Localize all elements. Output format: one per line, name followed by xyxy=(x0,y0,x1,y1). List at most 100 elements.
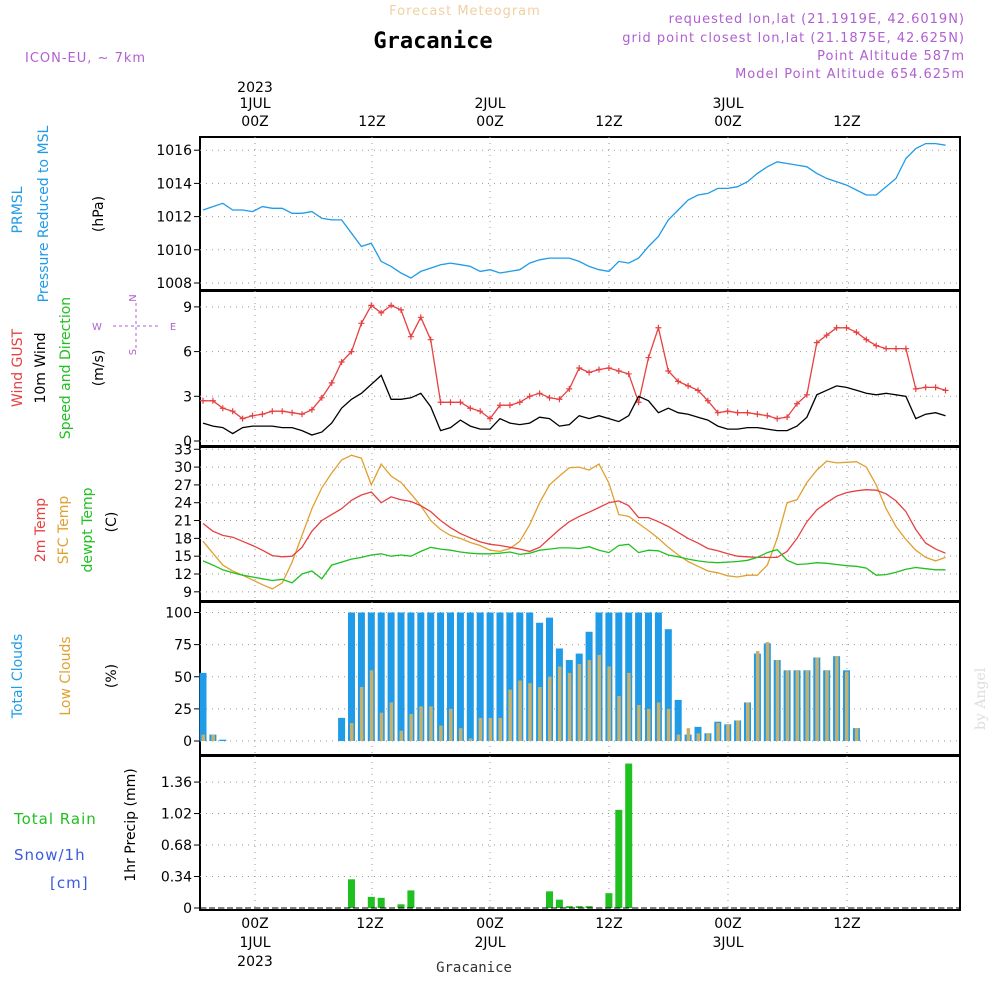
gridpoint-coords: grid point closest lon,lat (21.1875E, 42… xyxy=(622,31,965,46)
precip-panel-ytick-label: 0 xyxy=(183,901,192,917)
gust-marker xyxy=(823,332,830,339)
gust-marker xyxy=(368,302,375,309)
low-clouds-label: Low Clouds xyxy=(58,636,74,715)
total-cloud-bar xyxy=(466,612,474,741)
bottom-hour-4: 12Z xyxy=(595,916,622,932)
bottom-date-1: 1JUL xyxy=(239,935,270,951)
gust-marker xyxy=(774,415,781,422)
low-cloud-bar xyxy=(439,725,443,741)
wind-panel-ytick-label: 9 xyxy=(183,300,192,316)
rain-bar xyxy=(377,897,385,908)
low-cloud-bar xyxy=(627,672,631,741)
total-cloud-bar xyxy=(377,612,385,741)
rain-bar xyxy=(348,879,355,908)
wind-line xyxy=(202,374,946,436)
total-cloud-bar xyxy=(476,612,484,741)
cloud-panel: 0 25 50 75 100 xyxy=(165,601,961,756)
total-cloud-bar xyxy=(348,612,355,741)
low-cloud-bar xyxy=(854,728,859,741)
gust-marker xyxy=(902,345,909,352)
sfc-temp-line xyxy=(202,454,946,590)
low-cloud-bar xyxy=(449,708,453,741)
gust-marker xyxy=(249,412,256,419)
total-cloud-bar xyxy=(615,612,623,741)
pressure-panel: 1008 1010 1012 1014 1016 xyxy=(156,136,961,292)
gust-marker xyxy=(269,408,276,415)
rain-bar xyxy=(565,906,573,908)
low-cloud-bar xyxy=(637,705,641,741)
gust-marker xyxy=(675,378,682,385)
precip-panel-ytick-label: 1.02 xyxy=(161,807,192,823)
gust-marker xyxy=(803,391,810,398)
gust-marker xyxy=(724,408,731,415)
low-cloud-bar xyxy=(795,670,799,741)
gust-marker xyxy=(704,397,711,404)
total-cloud-bar xyxy=(199,672,207,741)
low-cloud-bar xyxy=(845,671,849,741)
gust-marker xyxy=(734,409,741,416)
c-label: (C) xyxy=(104,512,120,533)
total-cloud-bar xyxy=(526,612,534,741)
rain-bar xyxy=(615,809,623,908)
gust-marker xyxy=(922,384,929,391)
gust-marker xyxy=(388,302,395,309)
top-date-3: 3JUL xyxy=(712,96,743,112)
low-cloud-bar xyxy=(359,687,364,741)
footer-station: Gracanice xyxy=(436,960,512,976)
low-cloud-bar xyxy=(835,656,839,741)
gust-marker xyxy=(467,405,474,412)
wind-label: 10m Wind xyxy=(33,332,49,403)
low-cloud-bar xyxy=(508,689,512,741)
low-cloud-bar xyxy=(468,738,473,741)
total-cloud-bar xyxy=(496,612,504,741)
rain-bar xyxy=(397,904,405,908)
cloud-panel-ytick-label: 25 xyxy=(174,702,192,718)
temp-panel-ytick-label: 24 xyxy=(174,496,192,512)
temp-panel-ytick-label: 30 xyxy=(174,460,192,476)
gust-marker xyxy=(744,409,751,416)
gust-marker xyxy=(645,354,652,361)
gust-marker xyxy=(200,397,206,404)
bottom-hour-1: 00Z xyxy=(241,916,268,932)
low-cloud-bar xyxy=(350,723,354,741)
compass-icon: N S W E xyxy=(92,294,176,355)
gust-marker xyxy=(259,411,266,418)
low-cloud-bar xyxy=(666,708,671,741)
compass-n: N xyxy=(128,294,139,301)
low-cloud-bar xyxy=(607,666,611,741)
gust-marker xyxy=(685,382,692,389)
low-cloud-bar xyxy=(706,733,710,741)
total-cloud-bar xyxy=(456,612,464,741)
cloud-panel-ytick-label: 0 xyxy=(183,734,192,750)
low-cloud-bar xyxy=(548,676,552,741)
gust-marker xyxy=(665,367,672,374)
bottom-hour-5: 00Z xyxy=(714,916,741,932)
gust-marker xyxy=(407,333,414,340)
low-cloud-bar xyxy=(538,687,542,741)
temp-panel-ytick-label: 27 xyxy=(174,478,192,494)
low-cloud-bar xyxy=(379,712,384,741)
temp-panel-ytick-label: 33 xyxy=(174,442,192,458)
point-altitude: Point Altitude 587m xyxy=(817,49,965,64)
precip-panel-frame xyxy=(199,755,961,911)
gust-marker xyxy=(863,336,870,343)
gust-marker xyxy=(239,415,246,422)
total-cloud-bar xyxy=(447,612,454,741)
temp-panel-frame xyxy=(199,446,961,602)
rain-bar xyxy=(546,891,553,908)
gust-marker xyxy=(299,411,305,418)
bottom-hour-2: 12Z xyxy=(356,916,383,932)
ms-label: (m/s) xyxy=(91,350,107,387)
gust-marker xyxy=(912,385,919,392)
low-cloud-bar xyxy=(577,663,582,741)
total-cloud-bar xyxy=(397,612,405,741)
low-cloud-bar xyxy=(488,717,493,741)
total-cloud-bar xyxy=(664,629,672,741)
gust-marker xyxy=(447,399,454,406)
gust-marker xyxy=(813,339,820,346)
precip-label: 1hr Precip (mm) xyxy=(123,768,139,881)
top-hour-5: 00Z xyxy=(714,114,741,130)
gust-marker xyxy=(784,414,791,421)
gust-marker xyxy=(635,399,642,406)
